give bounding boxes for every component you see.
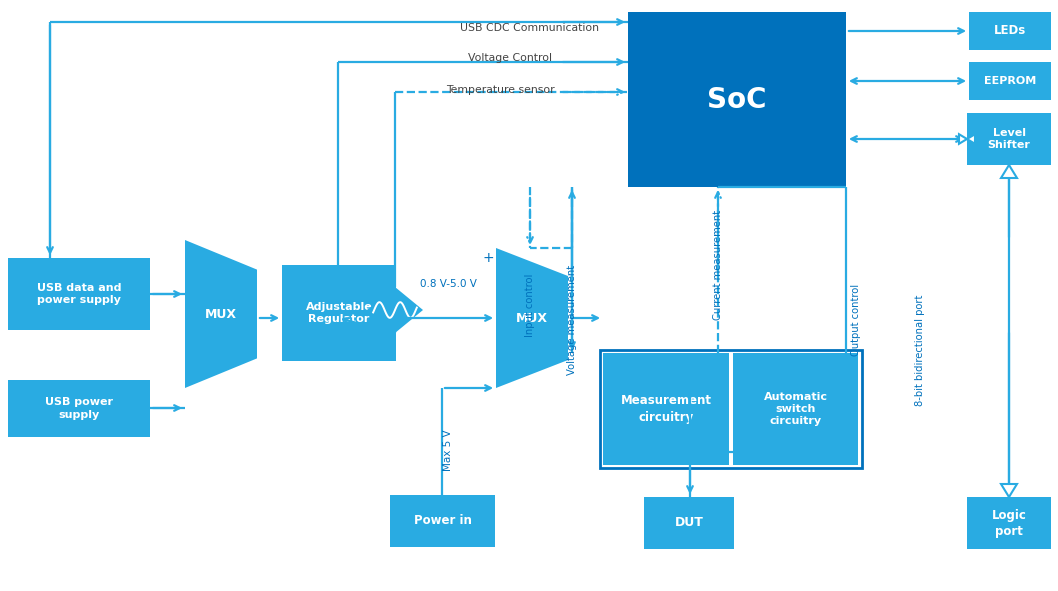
Bar <box>969 62 1051 100</box>
Bar <box>8 380 150 437</box>
Text: Power in: Power in <box>414 515 472 528</box>
Bar <box>390 495 495 547</box>
Bar <box>969 12 1051 50</box>
Bar <box>967 497 1051 549</box>
Text: 0.8 V-5.0 V: 0.8 V-5.0 V <box>420 279 477 289</box>
Text: Measurement
circuitry: Measurement circuitry <box>620 395 711 424</box>
Text: Logic
port: Logic port <box>991 508 1026 537</box>
Bar <box>628 12 846 187</box>
Text: Voltage measurement: Voltage measurement <box>567 265 577 375</box>
Polygon shape <box>967 134 975 144</box>
Text: Temperature sensor: Temperature sensor <box>445 85 554 95</box>
Text: DUT: DUT <box>675 517 704 530</box>
Text: 8-bit bidirectional port: 8-bit bidirectional port <box>915 294 925 405</box>
Bar <box>733 353 858 465</box>
Polygon shape <box>1001 484 1017 497</box>
Text: USB power
supply: USB power supply <box>45 397 113 420</box>
Polygon shape <box>185 240 257 388</box>
Text: EEPROM: EEPROM <box>984 76 1036 86</box>
Polygon shape <box>367 287 423 333</box>
Text: Automatic
switch
circuitry: Automatic switch circuitry <box>764 392 827 426</box>
Bar <box>282 265 396 361</box>
Text: Voltage Control: Voltage Control <box>468 53 552 63</box>
Text: USB data and
power supply: USB data and power supply <box>37 283 122 305</box>
Bar <box>967 113 1051 165</box>
Polygon shape <box>1001 165 1017 178</box>
Text: MUX: MUX <box>205 307 237 320</box>
Text: SoC: SoC <box>707 86 767 113</box>
Text: Level
Shifter: Level Shifter <box>987 128 1030 150</box>
Bar <box>603 353 729 465</box>
Text: LEDs: LEDs <box>993 24 1026 37</box>
Text: Adjustable
Regulator: Adjustable Regulator <box>306 302 372 324</box>
Text: Output control: Output control <box>851 284 861 356</box>
Bar <box>600 350 862 468</box>
Polygon shape <box>959 134 967 144</box>
Text: USB CDC Communication: USB CDC Communication <box>460 23 600 33</box>
Text: MUX: MUX <box>516 311 548 324</box>
Text: Max 5 V: Max 5 V <box>443 429 453 471</box>
Text: Input control: Input control <box>525 273 535 337</box>
Text: Current measurement: Current measurement <box>713 210 723 320</box>
Bar <box>644 497 734 549</box>
Polygon shape <box>496 248 568 388</box>
Bar <box>8 258 150 330</box>
Text: +: + <box>482 251 494 265</box>
